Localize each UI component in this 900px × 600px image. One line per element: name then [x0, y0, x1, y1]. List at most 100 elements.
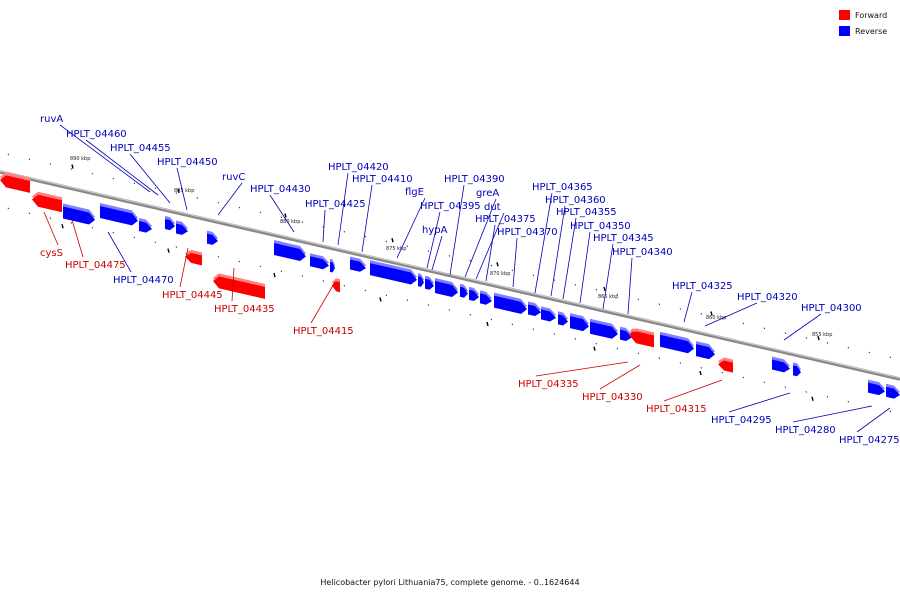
scale-tick — [784, 332, 787, 334]
scale-tick — [742, 322, 745, 325]
gene-hypA — [425, 275, 434, 290]
label-connector — [71, 219, 84, 258]
gene-arrow — [541, 309, 556, 322]
gene-HPLT_04445 — [185, 249, 202, 266]
scale-tick — [826, 396, 829, 398]
scale-tick — [259, 265, 262, 268]
scale-tick — [595, 288, 598, 291]
scale-tick — [238, 260, 241, 263]
scale-tick — [868, 351, 871, 354]
gene-label: ruvA — [40, 114, 63, 125]
scale-tick — [763, 327, 766, 330]
label-connector — [534, 192, 553, 294]
scale-tick — [658, 357, 661, 359]
gene-HPLT_04275 — [886, 383, 900, 399]
scale-tick — [91, 226, 94, 229]
gene-HPLT_04435 — [213, 273, 265, 299]
gene-label: HPLT_04340 — [612, 247, 673, 258]
gene-label: HPLT_04415 — [293, 326, 354, 337]
gene-arrow — [772, 359, 790, 373]
label-connector — [683, 291, 693, 323]
gene-arrow — [435, 281, 458, 297]
label-connector — [231, 267, 235, 302]
scale-labels: 890 kbp 885 kbp 880 kbp 875 kbp 870 kbp … — [70, 156, 832, 338]
gene-label: HPLT_04420 — [328, 162, 389, 173]
legend-reverse-label: Reverse — [855, 27, 887, 36]
label-connector — [337, 172, 349, 246]
gene-flgE — [370, 260, 417, 285]
gene-HPLT_04395 — [418, 273, 424, 287]
gene-arrow — [630, 331, 635, 339]
scale-tick — [469, 313, 472, 316]
scale-tick — [553, 333, 556, 335]
gene-label: HPLT_04365 — [532, 182, 593, 193]
gene-label: HPLT_04430 — [250, 184, 311, 195]
scale-tick — [112, 231, 115, 234]
gene-HPLT_04360 — [541, 306, 556, 322]
scale-tick — [133, 182, 136, 185]
scale-tick — [322, 280, 325, 282]
gene-label: HPLT_04315 — [646, 404, 707, 415]
major-tick — [496, 262, 499, 267]
scale-tick — [7, 153, 10, 156]
label-connector — [856, 407, 891, 433]
scale-tick — [511, 323, 514, 326]
gene-ruvA — [100, 203, 138, 226]
gene-features — [0, 172, 900, 399]
label-connector — [512, 237, 518, 288]
gene-label: HPLT_04350 — [570, 221, 631, 232]
scale-tick — [700, 313, 703, 315]
label-connector — [176, 167, 188, 211]
gene-label: flgE — [405, 187, 424, 198]
scale-tick — [616, 293, 619, 296]
gene-HPLT_04315 — [718, 357, 733, 373]
gene-HPLT_04450 — [176, 220, 188, 235]
gene-arrow — [418, 276, 424, 287]
label-connector — [217, 182, 243, 216]
gene-arrow — [660, 334, 694, 354]
genome-caption: Helicobacter pylori Lithuania75, complet… — [320, 578, 580, 587]
scale-tick — [679, 308, 682, 310]
label-connector — [449, 184, 465, 276]
label-connector — [464, 198, 497, 278]
scale-tick — [427, 250, 430, 252]
scale-tick — [448, 309, 451, 311]
gene-label: HPLT_04435 — [214, 304, 275, 315]
label-connector — [663, 379, 723, 402]
label-connector — [396, 197, 426, 259]
label-connector — [431, 235, 443, 271]
gene-label: dut — [484, 202, 501, 213]
scale-label: 890 kbp — [70, 156, 90, 162]
scale-tick — [889, 410, 892, 413]
gene-HPLT_04355 — [558, 311, 568, 326]
scale-tick — [49, 163, 52, 165]
gene-arrow — [718, 360, 733, 373]
scale-tick — [658, 303, 661, 305]
scale-tick — [553, 279, 556, 281]
label-connector — [43, 211, 59, 246]
label-connector — [310, 281, 336, 324]
scale-tick — [112, 177, 115, 180]
scale-tick — [511, 269, 514, 272]
gene-arrow — [310, 256, 329, 270]
gene-label: HPLT_04335 — [518, 379, 579, 390]
scale-label: 880 kbp — [280, 219, 300, 225]
scale-tick — [637, 352, 640, 355]
scale-rows — [7, 153, 892, 413]
label-connector — [475, 212, 505, 280]
scale-tick — [175, 192, 178, 194]
gene-HPLT_04350 — [570, 313, 589, 332]
scale-tick — [343, 230, 346, 233]
gene-arrow — [274, 243, 306, 261]
scale-tick — [805, 337, 808, 339]
gene-arrow — [494, 295, 527, 314]
gene-HPLT_04370 — [494, 292, 527, 314]
scale-tick — [28, 212, 31, 215]
major-tick — [379, 297, 382, 302]
gene-label: HPLT_04295 — [711, 415, 772, 426]
gene-cysS — [0, 172, 30, 193]
scale-tick — [91, 172, 94, 175]
major-tick — [71, 164, 74, 169]
scale-tick — [217, 201, 220, 204]
gene-HPLT_04420 — [330, 258, 335, 273]
